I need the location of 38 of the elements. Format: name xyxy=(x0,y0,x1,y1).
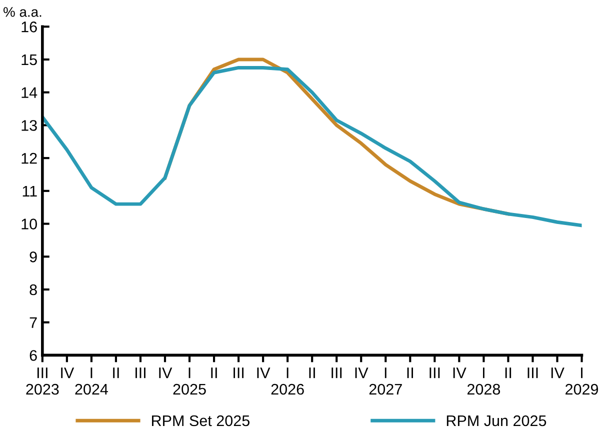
x-tick-label: IV xyxy=(355,368,368,378)
x-tick-label: IV xyxy=(257,368,270,378)
y-tick-label: 9 xyxy=(30,252,37,262)
y-axis-title: % a.a. xyxy=(4,7,42,17)
x-tick-label: I 2029 xyxy=(566,368,598,395)
x-tick-label: IV xyxy=(61,368,74,378)
y-tick-label: 8 xyxy=(30,284,37,296)
x-tick-label: II xyxy=(309,368,315,378)
x-tick-label: IV xyxy=(159,368,172,378)
x-tick-label: III xyxy=(528,368,538,378)
y-tick-label: 16 xyxy=(22,22,37,32)
y-tick-label: 13 xyxy=(22,120,37,131)
y-tick-label: 7 xyxy=(30,317,37,328)
x-tick-label: I 2028 xyxy=(467,368,500,395)
x-tick-label: I 2025 xyxy=(173,368,206,395)
y-tick-label: 10 xyxy=(22,218,37,230)
y-tick-label: 6 xyxy=(30,350,37,361)
x-tick-label: IV xyxy=(453,368,466,378)
x-tick-label: III xyxy=(332,368,342,378)
x-tick-label: III xyxy=(136,368,146,378)
legend-label: RPM Set 2025 xyxy=(152,415,250,426)
x-tick-label: III 2023 xyxy=(26,368,59,395)
x-tick-label: II xyxy=(211,368,217,378)
x-tick-label: IV xyxy=(551,368,564,378)
x-tick-label: I 2026 xyxy=(271,368,304,395)
x-tick-label: II xyxy=(113,368,119,378)
x-tick-label: I 2027 xyxy=(369,368,402,395)
x-tick-label: I 2024 xyxy=(75,368,108,395)
x-tick-label: II xyxy=(505,368,512,378)
line-series xyxy=(42,66,582,228)
y-tick-label: 14 xyxy=(22,87,38,98)
legend-label: RPM Jun 2025 xyxy=(446,415,546,426)
y-tick-label: 15 xyxy=(22,54,37,66)
y-tick-label: 12 xyxy=(22,152,37,164)
y-tick-label: 11 xyxy=(22,186,37,196)
x-tick-label: II xyxy=(407,368,413,378)
x-tick-label: III xyxy=(430,368,440,378)
x-tick-label: III xyxy=(234,368,244,378)
